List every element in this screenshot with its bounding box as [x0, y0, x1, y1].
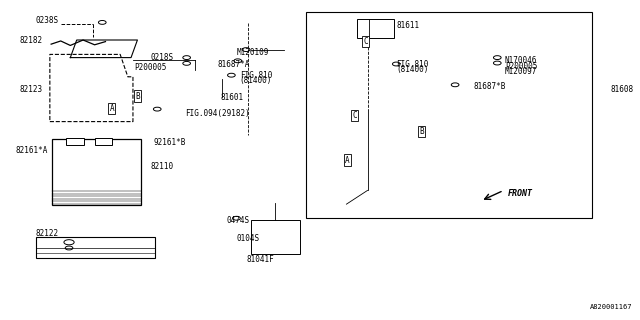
Text: M120097: M120097 — [505, 67, 538, 76]
Text: B: B — [135, 92, 140, 100]
Text: 82123: 82123 — [19, 85, 42, 94]
Text: 81687*B: 81687*B — [473, 82, 506, 91]
Text: FIG.810: FIG.810 — [240, 71, 272, 80]
Text: 81608: 81608 — [611, 85, 634, 94]
Text: 82122: 82122 — [35, 229, 58, 238]
Text: A: A — [345, 156, 349, 164]
Text: FIG.094(29182): FIG.094(29182) — [186, 109, 250, 118]
Text: 82110: 82110 — [150, 162, 173, 171]
Bar — [305, 12, 592, 218]
Text: 81601: 81601 — [221, 93, 244, 102]
Text: 0238S: 0238S — [35, 16, 58, 25]
Text: 81041F: 81041F — [246, 255, 274, 264]
Text: 82182: 82182 — [19, 36, 42, 44]
Text: P200005: P200005 — [134, 63, 166, 72]
Text: P200005: P200005 — [505, 62, 538, 71]
Text: FIG.810: FIG.810 — [396, 60, 429, 68]
Bar — [251, 220, 300, 254]
Text: 81611: 81611 — [396, 21, 419, 30]
Text: 0104S: 0104S — [237, 234, 260, 243]
Text: B: B — [420, 127, 424, 136]
Text: M120109: M120109 — [237, 48, 269, 57]
Text: (81400): (81400) — [396, 65, 429, 74]
Text: C: C — [364, 37, 368, 46]
Text: A: A — [109, 104, 114, 113]
Text: 92161*B: 92161*B — [154, 138, 186, 147]
Text: 82161*A: 82161*A — [16, 146, 49, 155]
Text: A820001167: A820001167 — [590, 304, 633, 310]
Text: (81400): (81400) — [240, 76, 272, 85]
Bar — [36, 237, 155, 258]
Text: C: C — [353, 111, 357, 120]
Text: 0218S: 0218S — [150, 53, 173, 62]
Text: 81687*A: 81687*A — [218, 60, 250, 68]
Bar — [95, 138, 113, 145]
Bar — [52, 139, 141, 205]
Text: N170046: N170046 — [505, 56, 538, 65]
Bar — [66, 138, 84, 145]
Text: 0474S: 0474S — [227, 216, 250, 225]
Bar — [356, 19, 394, 38]
Text: FRONT: FRONT — [508, 189, 533, 198]
